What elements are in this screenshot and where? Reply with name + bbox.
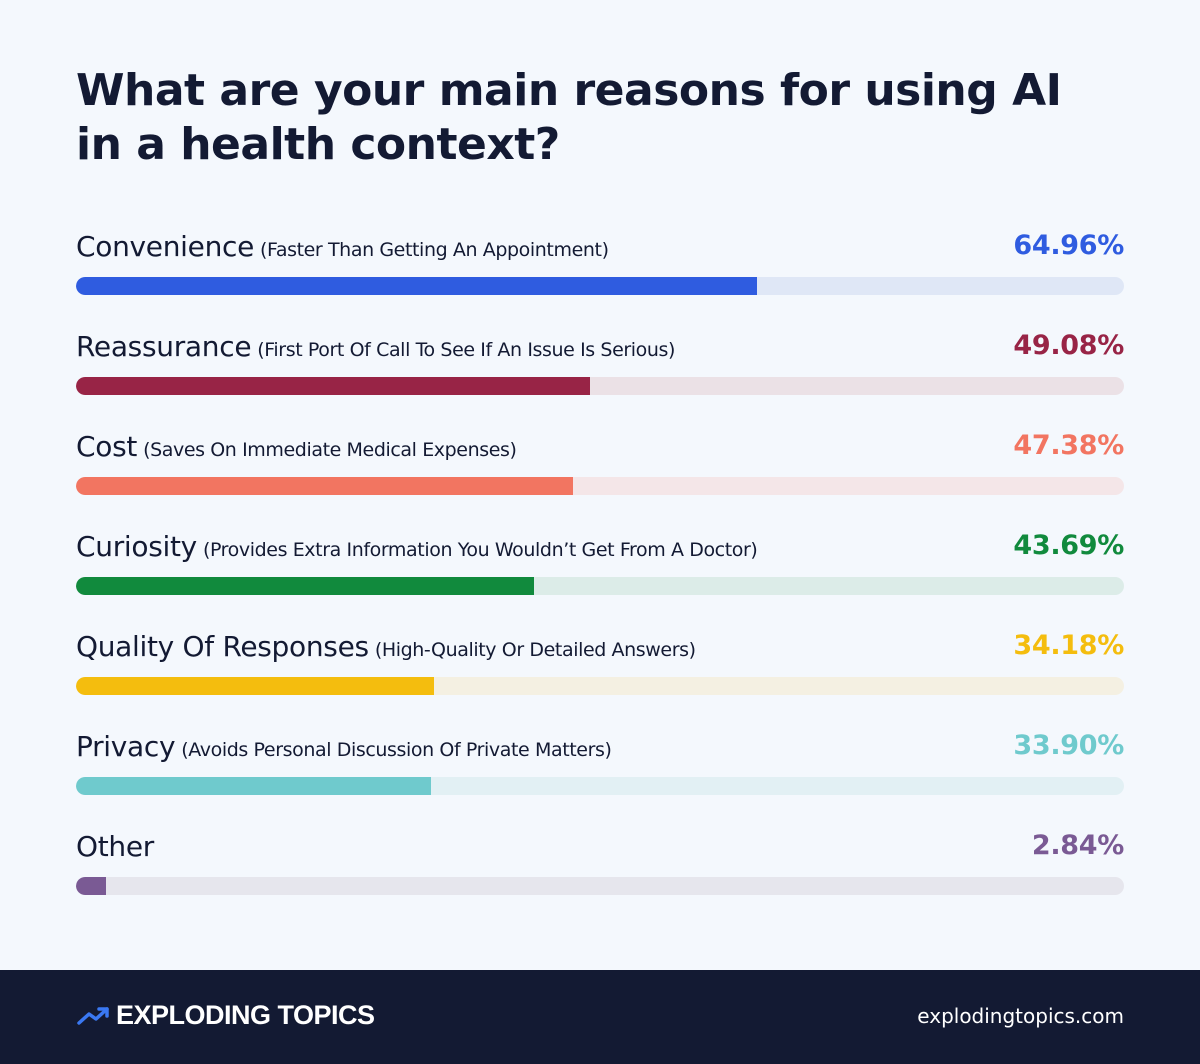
bar-track [76, 577, 1124, 595]
bar-fill [76, 277, 757, 295]
bar-row: Reassurance (First Port Of Call To See If… [76, 326, 1124, 426]
bar-row: Cost (Saves On Immediate Medical Expenses… [76, 426, 1124, 526]
bar-label: Quality Of Responses (High-Quality Or Det… [76, 630, 696, 663]
category-description: (Saves On Immediate Medical Expenses) [143, 439, 517, 461]
bar-row: Curiosity (Provides Extra Information You… [76, 526, 1124, 626]
bar-row: Other 2.84% [76, 826, 1124, 926]
bar-track [76, 477, 1124, 495]
bar-label: Reassurance (First Port Of Call To See If… [76, 330, 675, 363]
bar-track [76, 277, 1124, 295]
bar-track [76, 877, 1124, 895]
value-label: 43.69% [1013, 530, 1124, 561]
bar-label: Convenience (Faster Than Getting An Appoi… [76, 230, 609, 263]
bar-fill [76, 677, 435, 695]
bar-label: Privacy (Avoids Personal Discussion Of Pr… [76, 730, 612, 763]
bar-track [76, 777, 1124, 795]
category-name: Cost [76, 430, 138, 463]
bar-rows: Convenience (Faster Than Getting An Appoi… [76, 226, 1124, 926]
bar-label: Curiosity (Provides Extra Information You… [76, 530, 758, 563]
category-description: (Faster Than Getting An Appointment) [260, 239, 609, 261]
chart-title: What are your main reasons for using AI … [76, 65, 1062, 170]
category-description: (High-Quality Or Detailed Answers) [374, 639, 696, 661]
brand-name: EXPLODING TOPICS [116, 1000, 375, 1030]
footer: EXPLODING TOPICS explodingtopics.com [0, 970, 1200, 1064]
value-label: 33.90% [1013, 730, 1124, 761]
category-description: (First Port Of Call To See If An Issue I… [257, 339, 676, 361]
value-label: 49.08% [1013, 330, 1124, 361]
website-link[interactable]: explodingtopics.com [917, 1004, 1124, 1028]
category-description: (Avoids Personal Discussion Of Private M… [181, 739, 612, 761]
category-name: Reassurance [76, 330, 252, 363]
bar-fill [76, 577, 534, 595]
value-label: 64.96% [1013, 230, 1124, 261]
bar-fill [76, 877, 106, 895]
bar-row: Quality Of Responses (High-Quality Or Det… [76, 626, 1124, 726]
category-name: Curiosity [76, 530, 197, 563]
category-name: Convenience [76, 230, 255, 263]
trend-arrow-icon [77, 1006, 109, 1025]
bar-track [76, 377, 1124, 395]
category-name: Quality Of Responses [76, 630, 369, 663]
bar-fill [76, 777, 432, 795]
value-label: 2.84% [1031, 830, 1124, 861]
category-name: Privacy [76, 730, 176, 763]
bar-row: Privacy (Avoids Personal Discussion Of Pr… [76, 726, 1124, 826]
value-label: 47.38% [1013, 430, 1124, 461]
bar-track [76, 677, 1124, 695]
bar-row: Convenience (Faster Than Getting An Appoi… [76, 226, 1124, 326]
value-label: 34.18% [1013, 630, 1124, 661]
bar-fill [76, 477, 573, 495]
bar-label: Cost (Saves On Immediate Medical Expenses… [76, 430, 517, 463]
category-name: Other [76, 830, 155, 863]
bar-label: Other [76, 830, 154, 863]
category-description: (Provides Extra Information You Wouldn’t… [202, 539, 758, 561]
brand-logo[interactable]: EXPLODING TOPICS [76, 1000, 375, 1031]
bar-fill [76, 377, 591, 395]
